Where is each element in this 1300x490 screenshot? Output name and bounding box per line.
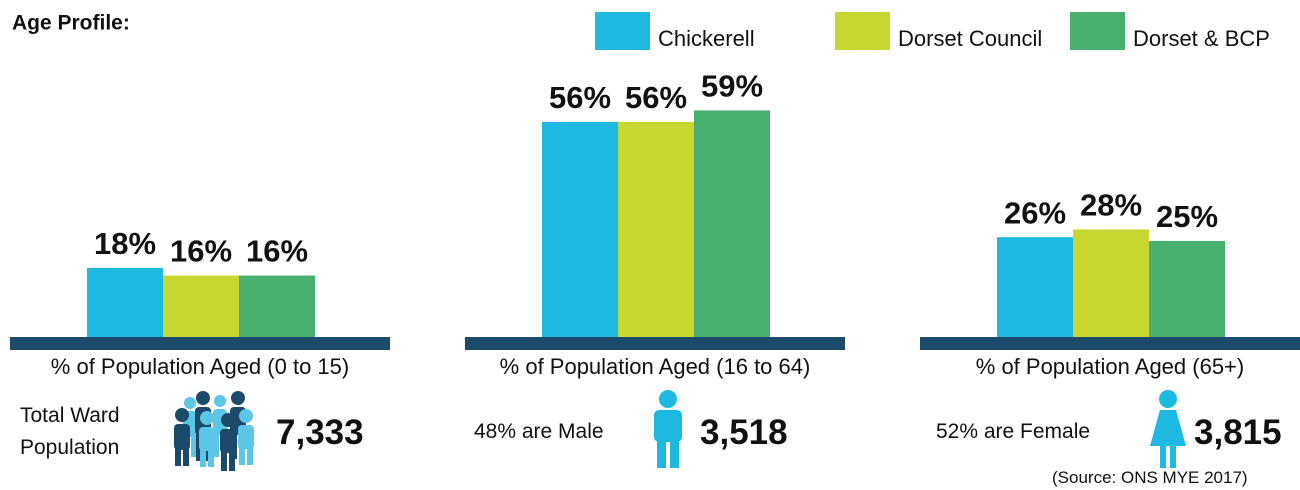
value-label: 16% [170, 234, 232, 269]
bar [87, 267, 163, 337]
value-label: 28% [1080, 188, 1142, 223]
female-label: 52% are Female [936, 420, 1091, 443]
baseline-strip [465, 337, 845, 350]
source: (Source: ONS MYE 2017) [1052, 468, 1248, 487]
bar [1149, 241, 1225, 337]
bar [694, 110, 770, 337]
legend-swatch [1070, 12, 1125, 50]
male-value: 3,518 [700, 413, 788, 452]
female-value: 3,815 [1194, 413, 1282, 452]
legend-label: Dorset Council [898, 26, 1042, 51]
chart-title: Age Profile: [12, 12, 130, 35]
legend-swatch [595, 12, 650, 50]
legend-swatch [835, 12, 890, 50]
male-icon [654, 390, 682, 468]
male-label: 48% are Male [474, 420, 604, 443]
value-label: 25% [1156, 199, 1218, 234]
bar [239, 275, 315, 337]
baseline-strip [920, 337, 1300, 350]
female-icon [1150, 390, 1186, 468]
bar [1073, 229, 1149, 337]
total-label: Total Ward Population [20, 404, 120, 459]
value-label: 18% [94, 226, 156, 261]
value-label: 56% [625, 80, 687, 115]
bar [163, 275, 239, 337]
category-label: % of Population Aged (16 to 64) [500, 354, 811, 379]
value-label: 16% [246, 234, 308, 269]
legend-label: Chickerell [658, 26, 755, 51]
baseline-strip [10, 337, 390, 350]
bar [997, 237, 1073, 337]
legend-label: Dorset & BCP [1133, 26, 1270, 51]
total-value: 7,333 [276, 413, 364, 452]
people-icon [174, 391, 254, 471]
bar [618, 121, 694, 338]
bar [542, 121, 618, 338]
value-label: 59% [701, 69, 763, 104]
category-label: % of Population Aged (0 to 15) [51, 354, 349, 379]
value-label: 26% [1004, 195, 1066, 230]
category-label: % of Population Aged (65+) [976, 354, 1244, 379]
value-label: 56% [549, 80, 611, 115]
